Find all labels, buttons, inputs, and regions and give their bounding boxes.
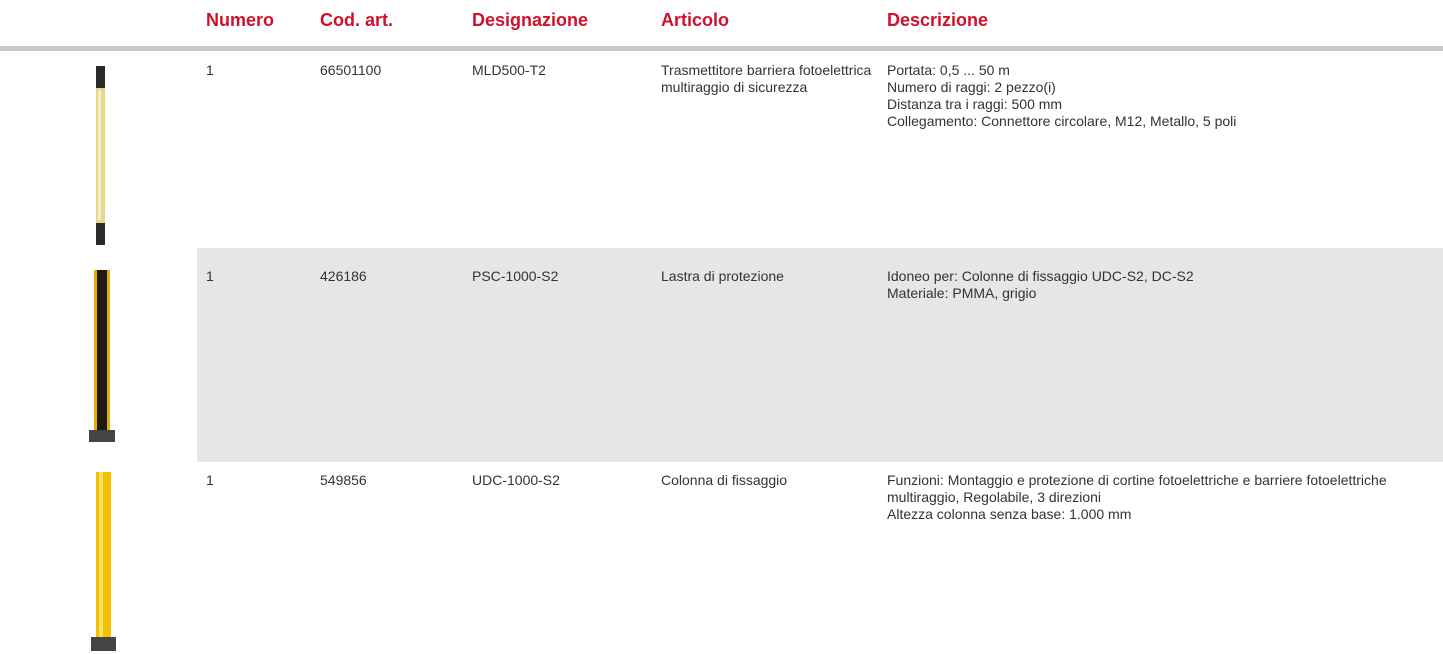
description-line: Idoneo per: Colonne di fissaggio UDC-S2,… xyxy=(887,268,1194,284)
cell-number: 1 xyxy=(206,62,214,78)
cell-number: 1 xyxy=(206,268,214,284)
cell-number: 1 xyxy=(206,472,214,488)
table-row: 1 549856 UDC-1000-S2 Colonna di fissaggio Fu… xyxy=(197,465,1443,654)
cell-description: Portata: 0,5 ... 50 m Numero di raggi: 2 … xyxy=(887,62,1439,130)
cell-code: 66501100 xyxy=(320,62,382,78)
table-row: 1 66501100 MLD500-T2 Trasmettitore barriera… xyxy=(197,55,1443,245)
cell-article: Lastra di protezione xyxy=(661,268,784,284)
cell-description: Idoneo per: Colonne di fissaggio UDC-S2,… xyxy=(887,268,1439,302)
image-protection-plate xyxy=(89,270,115,442)
cell-article: Trasmettitore barriera fotoelettrica mul… xyxy=(661,62,872,95)
cell-designation: PSC-1000-S2 xyxy=(472,268,559,284)
description-line: Collegamento: Connettore circolare, M12,… xyxy=(887,113,1237,129)
header-designation: Designazione xyxy=(472,10,589,30)
description-line: Altezza colonna senza base: 1.000 mm xyxy=(887,506,1132,522)
header-numero: Numero xyxy=(206,10,275,30)
description-line: Materiale: PMMA, grigio xyxy=(887,285,1037,301)
description-line: Distanza tra i raggi: 500 mm xyxy=(887,96,1063,112)
cell-article: Colonna di fissaggio xyxy=(661,472,788,488)
cell-code: 426186 xyxy=(320,268,367,284)
cell-code: 549856 xyxy=(320,472,367,488)
header-description: Descrizione xyxy=(887,10,989,30)
product-images xyxy=(89,66,116,651)
header-code: Cod. art. xyxy=(320,10,394,30)
cell-description: Funzioni: Montaggio e protezione di cort… xyxy=(887,472,1439,523)
header-article: Articolo xyxy=(661,10,730,30)
description-line: Portata: 0,5 ... 50 m xyxy=(887,62,1010,78)
description-line: Numero di raggi: 2 pezzo(i) xyxy=(887,79,1056,95)
description-line: Funzioni: Montaggio e protezione di cort… xyxy=(887,472,1387,505)
cell-designation: MLD500-T2 xyxy=(472,62,546,78)
image-transmitter xyxy=(96,66,105,245)
table-row: 1 426186 PSC-1000-S2 Lastra di protezione Id… xyxy=(197,248,1443,462)
header-rule xyxy=(0,46,1443,51)
image-column xyxy=(91,472,116,651)
cell-designation: UDC-1000-S2 xyxy=(472,472,560,488)
